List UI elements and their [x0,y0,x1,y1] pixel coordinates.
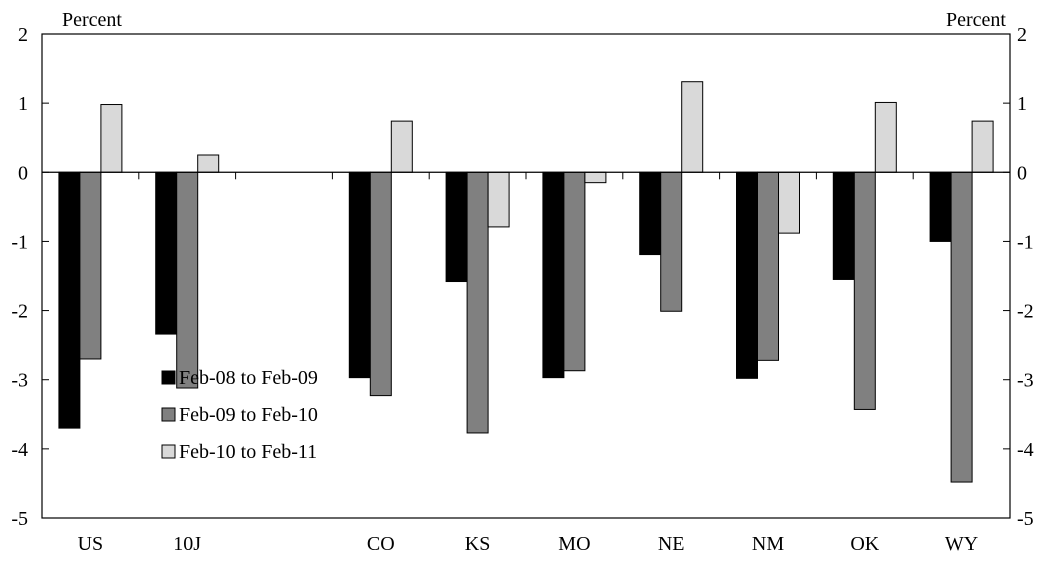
bar [778,171,800,234]
y-tick-label-right: -3 [1017,370,1034,392]
bar [929,171,952,242]
x-tick-label: WY [945,533,978,555]
bar [736,171,758,379]
y-tick-label-left: 2 [18,24,28,46]
legend-label: Feb-10 to Feb-11 [179,441,317,463]
legend: Feb-08 to Feb-09 Feb-09 to Feb-10 Feb-10 t… [161,367,318,463]
legend-swatch [161,407,176,422]
bar [639,171,662,256]
bar [369,171,392,397]
plot-frame [41,33,1011,519]
bar [348,171,371,379]
bar [757,171,779,361]
x-tick-label: MO [558,533,590,555]
bar [390,120,413,173]
bar [58,171,81,429]
legend-swatch [161,444,176,459]
legend-label: Feb-08 to Feb-09 [179,367,318,389]
x-tick-label: NM [752,533,784,555]
y-tick-label-left: -4 [11,439,28,461]
x-axis-labels: US 10J CO KS MO NE NM OK WY [78,533,979,555]
bar [542,171,565,379]
y-tick-label-left: -1 [11,231,28,253]
y-tick-label-right: 1 [1017,93,1027,115]
y-tick-label-right: 2 [1017,24,1027,46]
y-tick-label-right: -2 [1017,301,1034,323]
bar [155,171,178,335]
bar [197,154,220,173]
axes [41,33,1011,519]
x-tick-label: 10J [173,533,201,555]
legend-label: Feb-09 to Feb-10 [179,404,318,426]
bar [874,101,897,173]
bar [950,171,973,483]
y-tick-label-right: 0 [1017,162,1027,184]
left-unit-label: Percent [62,9,122,31]
bar [681,81,704,173]
bar [832,171,855,280]
y-tick-label-left: 1 [18,93,28,115]
bar [563,171,586,372]
x-tick-label: OK [850,533,879,555]
bar [660,171,683,312]
bar [176,171,199,389]
bar [445,171,468,283]
bars [58,81,994,483]
right-unit-label: Percent [946,9,1006,31]
y-tick-label-left: -2 [11,301,28,323]
y-tick-label-right: -1 [1017,231,1034,253]
bar [853,171,876,410]
x-tick-label: US [78,533,104,555]
bar [487,171,510,228]
bar [971,120,994,173]
x-tick-label: NE [658,533,685,555]
y-tick-label-left: 0 [18,162,28,184]
y-tick-label-left: -5 [11,508,28,530]
y-tick-label-left: -3 [11,370,28,392]
x-tick-label: CO [367,533,395,555]
legend-swatch [161,370,176,385]
y-tick-label-right: -5 [1017,508,1034,530]
bar [584,171,607,184]
x-tick-label: KS [465,533,491,555]
y-tick-label-right: -4 [1017,439,1034,461]
bar [79,171,102,360]
bar [100,104,123,173]
bar [466,171,489,434]
y-axis-ticks: 2 2 1 1 0 0 -1 -1 -2 -2 -3 -3 -4 -4 -5 -5 [11,24,1033,530]
